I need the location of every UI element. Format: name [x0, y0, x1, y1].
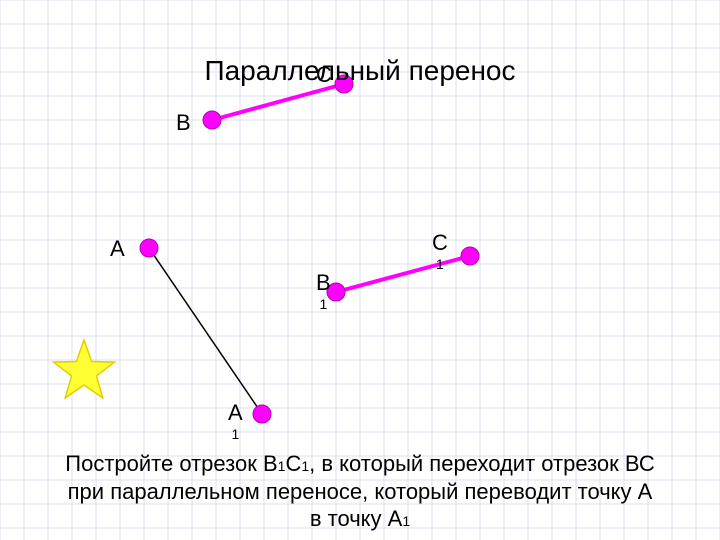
diagram-caption: Постройте отрезок В1С1, в который перехо…: [0, 450, 720, 533]
point-label-B1: В1: [316, 270, 331, 312]
diagram-canvas: Параллельный перенос Постройте отрезок В…: [0, 0, 720, 540]
segment-B-C: [212, 84, 344, 120]
point-label-C1: С1: [432, 230, 448, 272]
segment-A-A1: [149, 248, 262, 414]
point-label-B: В: [176, 110, 191, 136]
point-label-A: А: [110, 236, 125, 262]
point-A: [140, 239, 158, 257]
point-label-C: С: [316, 62, 332, 88]
point-C1: [461, 247, 479, 265]
point-A1: [253, 405, 271, 423]
diagram-title: Параллельный перенос: [0, 55, 720, 87]
segment-B1-C1: [336, 256, 470, 292]
point-label-A1: А1: [228, 400, 243, 442]
point-B: [203, 111, 221, 129]
star-icon: [54, 340, 115, 398]
